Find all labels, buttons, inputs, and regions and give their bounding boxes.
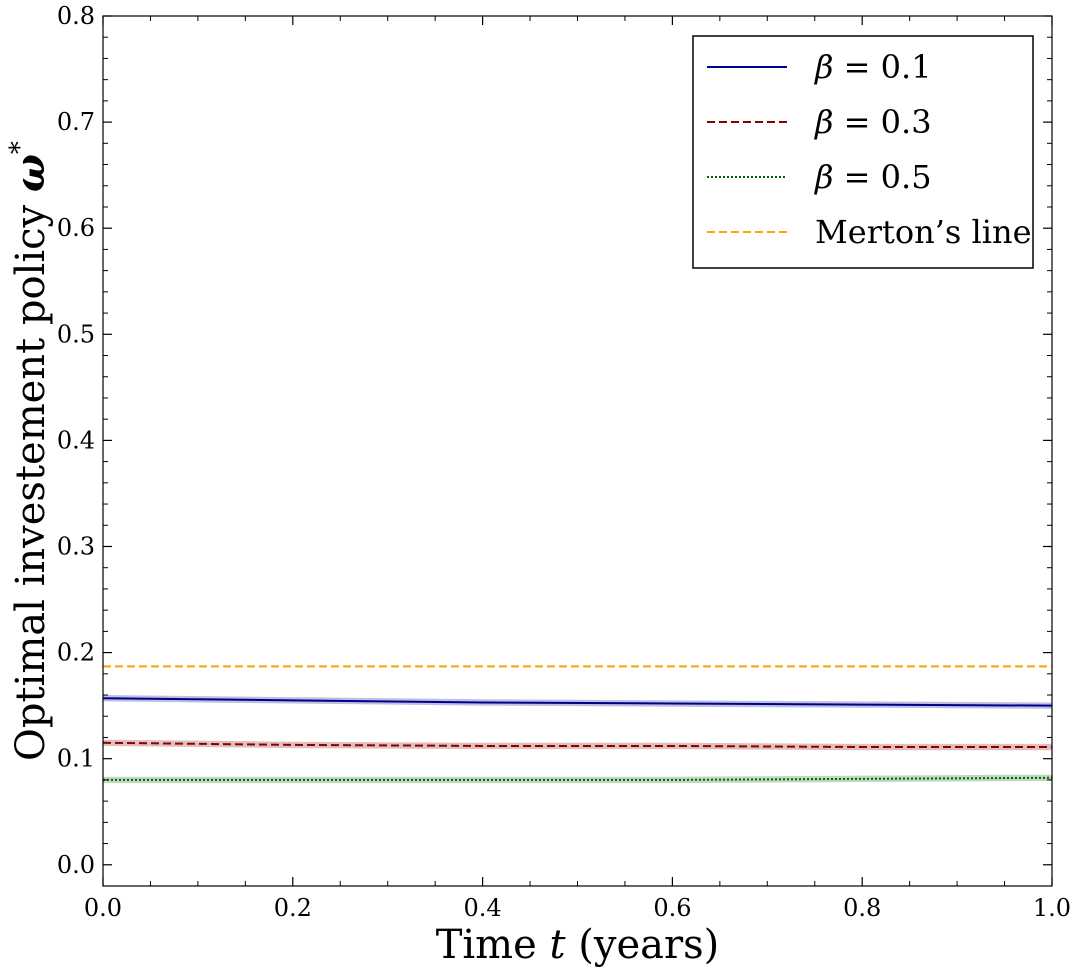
ticks bbox=[102, 15, 1053, 886]
y-tick-label: 0.5 bbox=[57, 320, 95, 348]
y-tick-label: 0.8 bbox=[57, 2, 95, 30]
x-tick-label: 0.2 bbox=[274, 894, 312, 922]
x-axis-label-var: t bbox=[550, 922, 567, 968]
y-tick-label: 0.1 bbox=[57, 745, 95, 773]
legend-label-greek-0: β bbox=[814, 48, 834, 86]
legend-label-value-2: = 0.5 bbox=[834, 158, 932, 196]
line-series-1 bbox=[102, 741, 1052, 749]
y-axis-label-var: ω bbox=[7, 154, 54, 192]
y-tick-label: 0.3 bbox=[57, 532, 95, 560]
y-axis-label-sup: * bbox=[5, 141, 35, 154]
x-tick-label: 0.6 bbox=[653, 894, 691, 922]
legend-label-2: β = 0.5 bbox=[814, 158, 932, 196]
y-axis-label-pre: Optimal investement policy bbox=[8, 192, 54, 761]
legend-label-1: β = 0.3 bbox=[814, 103, 932, 141]
y-tick-label: 0.6 bbox=[57, 214, 95, 242]
y-tick-label: 0.7 bbox=[57, 108, 95, 136]
tick-labels: 0.0 0.2 0.4 0.6 0.8 1.0 0.0 0.1 0.2 0.3 0.4 0.5 0.6 0… bbox=[57, 2, 1071, 922]
band-series-2 bbox=[103, 774, 1052, 784]
legend-label-0: β = 0.1 bbox=[814, 48, 932, 86]
band-series-1 bbox=[103, 739, 1052, 751]
x-axis-label-post: (years) bbox=[566, 922, 720, 968]
x-axis-label: Time t (years) bbox=[436, 922, 720, 968]
x-tick-label: 0.0 bbox=[84, 894, 122, 922]
x-axis-label-pre: Time bbox=[436, 922, 550, 968]
y-tick-label: 0.2 bbox=[57, 639, 95, 667]
y-tick-label: 0.0 bbox=[57, 851, 95, 879]
x-tick-label: 0.8 bbox=[843, 894, 881, 922]
x-tick-label: 1.0 bbox=[1033, 894, 1071, 922]
y-axis-label: Optimal investement policy ω* bbox=[5, 141, 54, 761]
legend-box bbox=[692, 35, 1034, 269]
legend-label-greek-1: β bbox=[814, 103, 834, 141]
legend-label-3: Merton’s line bbox=[815, 213, 1032, 251]
line-series-0 bbox=[102, 697, 1053, 707]
confidence-bands bbox=[103, 695, 1052, 784]
band-series-0 bbox=[103, 695, 1052, 709]
x-tick-label: 0.4 bbox=[464, 894, 502, 922]
legend-label-greek-2: β bbox=[814, 158, 834, 196]
y-tick-label: 0.4 bbox=[57, 426, 95, 454]
legend-label-value-0: = 0.1 bbox=[834, 48, 932, 86]
legend-label-value-1: = 0.3 bbox=[834, 103, 932, 141]
series-lines bbox=[102, 665, 1053, 781]
